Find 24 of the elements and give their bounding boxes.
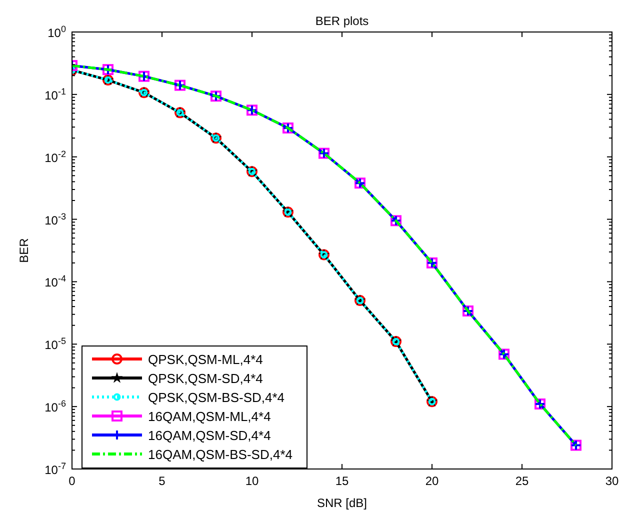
chart-title: BER plots bbox=[315, 14, 369, 28]
x-tick-label: 0 bbox=[68, 474, 76, 488]
x-tick-label: 20 bbox=[425, 474, 439, 488]
x-axis-title: SNR [dB] bbox=[316, 496, 368, 510]
y-tick-label: 10$^{-2}$ bbox=[44, 148, 66, 165]
y-tick-label: 10$^{-5}$ bbox=[44, 336, 66, 352]
y-tick-label: 10$^{0}$ bbox=[48, 24, 66, 40]
x-tick-label: 10 bbox=[245, 474, 259, 488]
y-tick-label: 10$^{-6}$ bbox=[44, 398, 66, 415]
y-tick-label: 10$^{-3}$ bbox=[44, 211, 66, 228]
legend-label: 16QAM,QSM-ML,4*4 bbox=[148, 409, 271, 424]
y-tick-label: 10$^{-7}$ bbox=[44, 461, 66, 477]
legend-label: 16QAM,QSM-BS-SD,4*4 bbox=[148, 447, 292, 462]
x-tick-label: 15 bbox=[335, 474, 349, 488]
x-tick-label: 25 bbox=[515, 474, 529, 488]
legend-label: QPSK,QSM-BS-SD,4*4 bbox=[148, 390, 285, 405]
y-tick-label: 10$^{-1}$ bbox=[44, 86, 66, 102]
legend-label: QPSK,QSM-ML,4*4 bbox=[148, 352, 263, 367]
y-axis-title: BER bbox=[17, 238, 31, 263]
x-tick-label: 5 bbox=[158, 474, 166, 488]
x-tick-label: 30 bbox=[605, 474, 619, 488]
legend-label: 16QAM,QSM-SD,4*4 bbox=[148, 428, 271, 443]
y-tick-label: 10$^{-4}$ bbox=[44, 274, 66, 290]
legend-label: QPSK,QSM-SD,4*4 bbox=[148, 371, 263, 386]
